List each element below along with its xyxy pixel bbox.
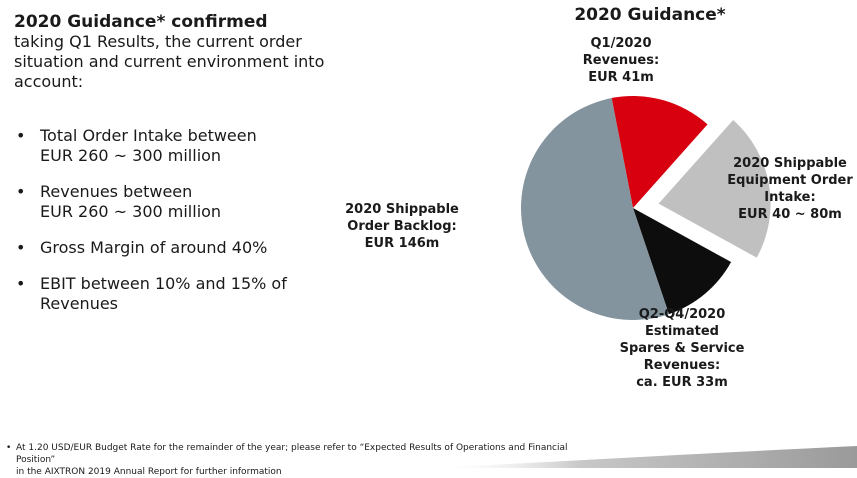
- bullet-text: EBIT between 10% and 15% of Revenues: [40, 274, 287, 313]
- guidance-bullet-list: • Total Order Intake between EUR 260 ~ 3…: [14, 126, 344, 314]
- bullet-text: Revenues between EUR 260 ~ 300 million: [40, 182, 222, 221]
- footnote-glyph: •: [6, 443, 12, 453]
- bullet-glyph: •: [16, 274, 26, 293]
- bullet-text: Gross Margin of around 40%: [40, 238, 268, 257]
- decorative-swoosh: [430, 446, 857, 468]
- guidance-bullet: • EBIT between 10% and 15% of Revenues: [14, 274, 344, 314]
- pie-slice: [658, 120, 771, 258]
- guidance-pie-chart: 2020 Guidance* Q1/2020 Revenues: EUR 41m 20…: [345, 5, 853, 390]
- bullet-text: Total Order Intake between EUR 260 ~ 300…: [40, 126, 257, 165]
- pie-slice-label: 2020 Shippable Equipment Order Intake: EUR …: [727, 156, 853, 222]
- pie-slice-label: Q2-Q4/2020 Estimated Spares & Service Reven…: [620, 307, 745, 390]
- guidance-bullet: • Gross Margin of around 40%: [14, 238, 344, 258]
- pie-slice-label: 2020 Shippable Order Backlog: EUR 146m: [345, 202, 459, 251]
- pie-slice: [521, 98, 669, 320]
- guidance-headline: 2020 Guidance* confirmed: [14, 12, 268, 32]
- pie-slices: [521, 96, 771, 320]
- pie-slice: [611, 96, 708, 208]
- bullet-glyph: •: [16, 238, 26, 257]
- pie-labels: Q1/2020 Revenues: EUR 41m 2020 Shippable Equ…: [345, 36, 853, 390]
- guidance-intro: taking Q1 Results, the current order sit…: [14, 32, 325, 91]
- guidance-text-block: 2020 Guidance* confirmed taking Q1 Resul…: [14, 12, 344, 330]
- guidance-bullet: • Revenues between EUR 260 ~ 300 million: [14, 182, 344, 222]
- bullet-glyph: •: [16, 126, 26, 145]
- bullet-glyph: •: [16, 182, 26, 201]
- pie-slice: [633, 208, 732, 315]
- guidance-bullet: • Total Order Intake between EUR 260 ~ 3…: [14, 126, 344, 166]
- chart-title: 2020 Guidance*: [574, 5, 725, 25]
- pie-slice-label: Q1/2020 Revenues: EUR 41m: [583, 36, 659, 85]
